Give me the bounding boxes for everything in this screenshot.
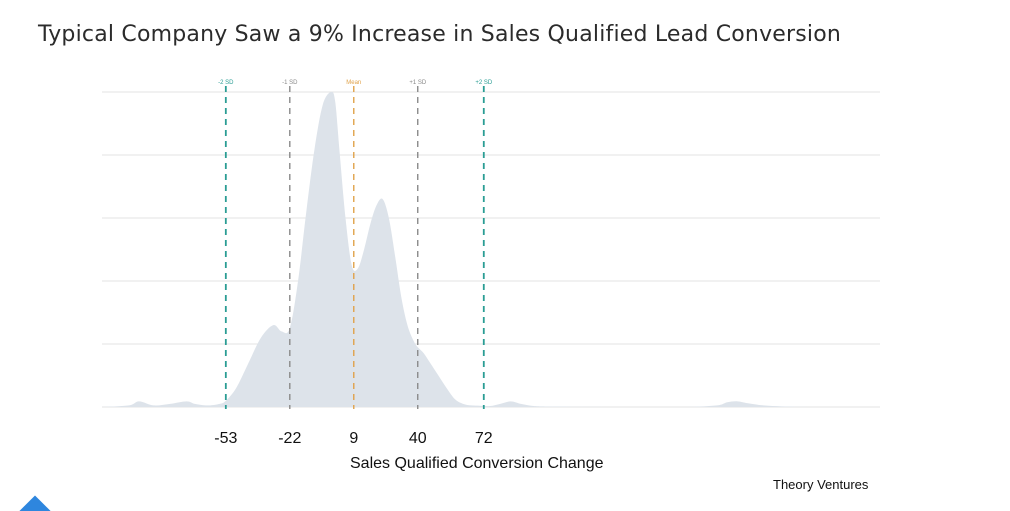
x-tick-label: -22 — [278, 430, 301, 447]
x-tick-labels: -53 -22 9 40 72 — [214, 430, 493, 447]
density-area — [102, 91, 880, 408]
x-tick-label: -53 — [214, 430, 237, 447]
density-area-group — [102, 91, 880, 408]
reference-lines: -2 SD -1 SD Mean +1 SD +2 SD — [218, 80, 493, 409]
ref-label-minus-1-sd: -1 SD — [282, 80, 298, 86]
ref-label-plus-2-sd: +2 SD — [475, 80, 493, 86]
ref-label-plus-1-sd: +1 SD — [409, 80, 427, 86]
x-tick-label: 9 — [349, 430, 358, 447]
x-axis-label: Sales Qualified Conversion Change — [350, 455, 604, 472]
chart-title: Typical Company Saw a 9% Increase in Sal… — [38, 22, 842, 47]
x-tick-label: 72 — [475, 430, 493, 447]
ref-label-mean: Mean — [346, 80, 361, 86]
x-tick-label: 40 — [409, 430, 427, 447]
source-credit: Theory Ventures — [773, 477, 869, 492]
grid-lines — [102, 91, 880, 408]
ref-label-minus-2-sd: -2 SD — [218, 80, 234, 86]
